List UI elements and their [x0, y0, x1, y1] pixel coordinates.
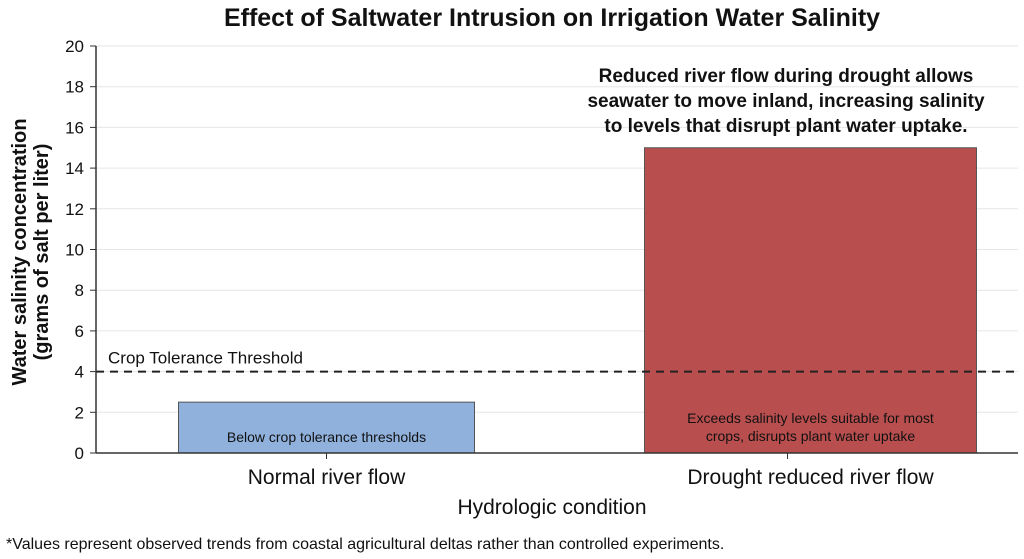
bar-label: Exceeds salinity levels suitable for mos…: [687, 410, 934, 426]
y-tick-label: 16: [65, 118, 84, 137]
x-axis-title: Hydrologic condition: [457, 496, 646, 519]
annotation-line-2: seawater to move inland, increasing sali…: [587, 91, 984, 112]
bar-normal-flow: [178, 401, 475, 454]
y-tick-label: 14: [65, 159, 84, 178]
axes: [95, 46, 1018, 454]
bar-label: crops, disrupts plant water uptake: [706, 428, 916, 444]
y-axis-label: Water salinity concentration (grams of s…: [9, 118, 53, 385]
chart-title: Effect of Saltwater Intrusion on Irrigat…: [224, 4, 880, 32]
threshold-label: Crop Tolerance Threshold: [108, 349, 303, 368]
y-tick-label: 4: [75, 363, 84, 382]
y-tick-label: 8: [75, 281, 84, 300]
x-axis-categories: Normal river flow Drought reduced river f…: [248, 453, 934, 489]
y-tick-label: 18: [65, 78, 84, 97]
bars: Below crop tolerance thresholds Exceeds s…: [178, 147, 977, 454]
y-tick-label: 6: [75, 322, 84, 341]
y-axis-label-line-2: (grams of salt per liter): [31, 144, 53, 361]
y-tick-label: 12: [65, 200, 84, 219]
y-tick-label: 0: [75, 444, 84, 463]
bar-drought-flow: [644, 147, 977, 454]
drought-annotation: Reduced river flow during drought allows…: [587, 66, 984, 137]
y-tick-label: 20: [65, 37, 84, 56]
y-gridlines: [96, 45, 1018, 413]
y-axis-label-line-1: Water salinity concentration: [9, 118, 31, 385]
y-tick-label: 10: [65, 241, 84, 260]
y-axis-ticks: 0 2 4 6 8 10 12 14 16 18 20: [65, 37, 96, 463]
annotation-line-1: Reduced river flow during drought allows: [599, 66, 974, 87]
x-category-label: Normal river flow: [248, 466, 406, 489]
x-category-label: Drought reduced river flow: [687, 466, 934, 489]
bar-label: Below crop tolerance thresholds: [227, 429, 426, 445]
threshold: Crop Tolerance Threshold: [96, 349, 1018, 373]
footnote: *Values represent observed trends from c…: [6, 536, 724, 553]
annotation-line-3: to levels that disrupt plant water uptak…: [604, 116, 967, 137]
y-tick-label: 2: [75, 403, 84, 422]
